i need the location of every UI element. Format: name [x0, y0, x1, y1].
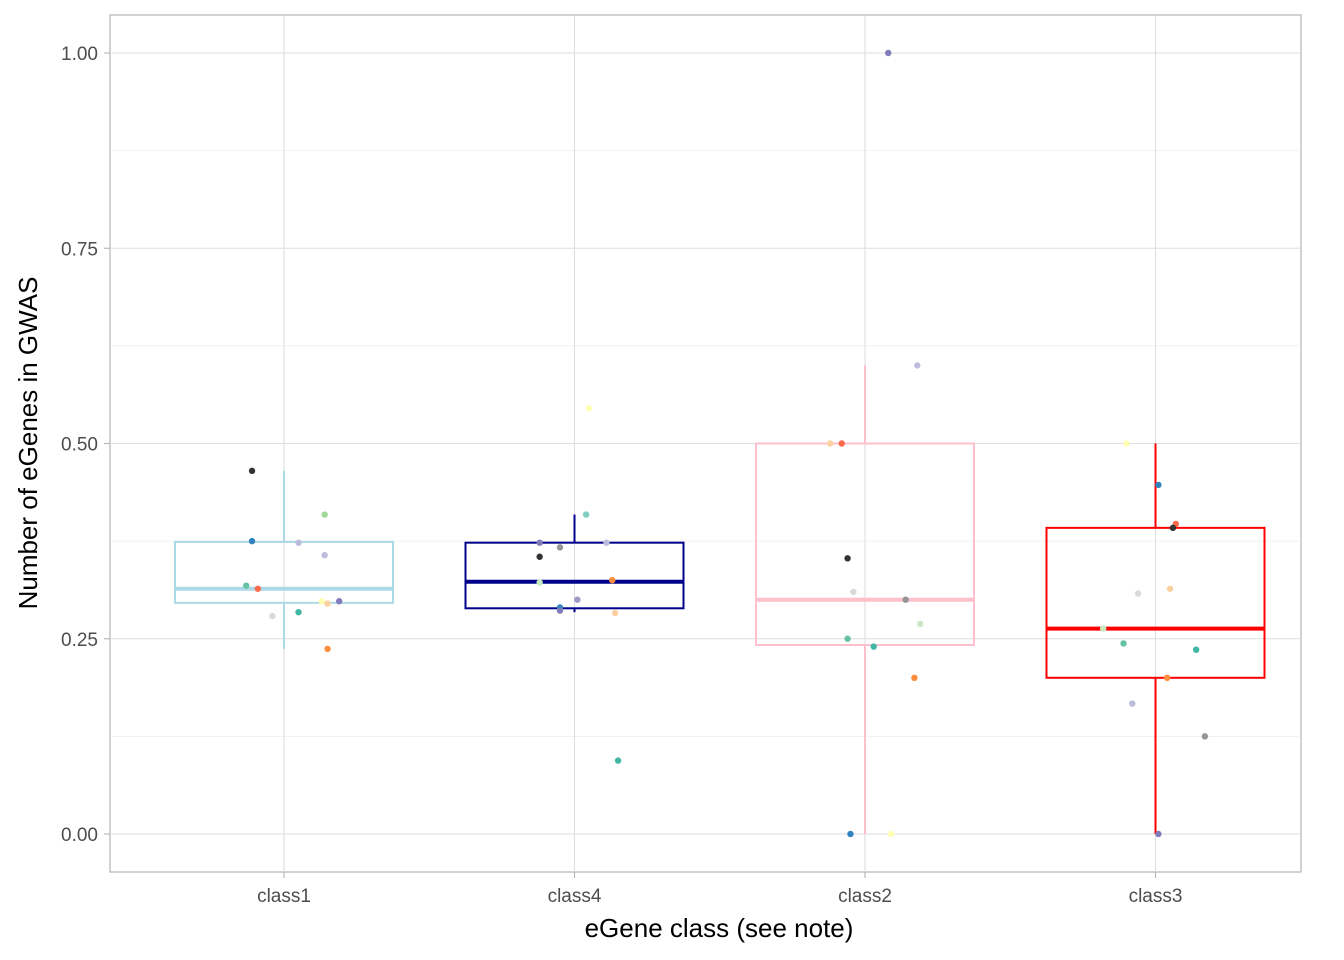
data-point-class2: [885, 49, 892, 57]
data-point-class1: [324, 600, 331, 607]
y-tick-label: 0.00: [61, 825, 98, 846]
data-point-class1: [321, 511, 328, 518]
y-tick-label: 1.00: [61, 44, 98, 65]
data-point-class3: [1201, 733, 1209, 740]
data-point-class4: [536, 539, 543, 546]
x-tick-label: class3: [1129, 886, 1183, 907]
data-point-class1: [335, 598, 343, 605]
point-layer: [243, 49, 1209, 838]
data-point-class2: [844, 635, 851, 642]
data-point-class2: [847, 830, 854, 838]
data-point-class4: [536, 553, 543, 560]
x-tick-label: class4: [548, 886, 602, 907]
box-class2: [755, 365, 975, 834]
data-point-class2: [916, 620, 924, 628]
y-tick-label: 0.75: [61, 239, 98, 260]
y-tick-label: 0.25: [61, 630, 98, 651]
data-point-class3: [1134, 590, 1142, 597]
data-point-class2: [911, 674, 918, 681]
data-point-class1: [248, 467, 256, 475]
data-point-class3: [1163, 674, 1171, 681]
data-point-class3: [1155, 481, 1162, 489]
data-point-class4: [614, 757, 622, 764]
box-class3: [1045, 443, 1266, 834]
data-point-class3: [1155, 830, 1162, 838]
data-point-class4: [556, 607, 564, 614]
x-axis-title: eGene class (see note): [585, 913, 854, 943]
data-point-class3: [1120, 640, 1127, 647]
data-point-class3: [1129, 700, 1136, 707]
data-point-class2: [870, 643, 877, 650]
data-point-class2: [887, 830, 895, 838]
data-point-class1: [269, 612, 276, 620]
data-point-class1: [295, 608, 302, 616]
data-point-class3: [1123, 440, 1130, 447]
data-point-class2: [838, 440, 845, 447]
box-iqr: [174, 540, 394, 604]
data-point-class4: [536, 579, 543, 586]
box-iqr: [755, 442, 975, 646]
data-point-class1: [295, 539, 302, 546]
y-axis-ticks: 0.00 0.25 0.50 0.75 1.00: [61, 44, 110, 846]
data-point-class2: [850, 588, 857, 596]
data-point-class4: [585, 405, 593, 412]
data-point-class1: [248, 537, 256, 545]
data-point-class3: [1100, 625, 1107, 632]
data-point-class4: [582, 511, 590, 518]
data-point-class3: [1166, 585, 1174, 592]
data-point-class4: [556, 544, 564, 551]
box-class1: [174, 470, 394, 649]
data-point-class2: [914, 362, 921, 369]
data-point-class2: [902, 596, 909, 603]
data-point-class1: [243, 582, 250, 589]
data-point-class1: [321, 551, 328, 559]
box-iqr: [1045, 526, 1266, 679]
box-layer: [174, 365, 1266, 834]
y-tick-label: 0.50: [61, 435, 98, 456]
x-tick-label: class1: [257, 886, 311, 907]
data-point-class4: [611, 609, 619, 617]
data-point-class1: [318, 598, 325, 605]
data-point-class4: [609, 576, 616, 584]
data-point-class1: [254, 585, 262, 592]
data-point-class4: [574, 596, 581, 603]
box-iqr: [464, 541, 685, 610]
data-point-class1: [324, 645, 331, 653]
data-point-class3: [1192, 646, 1200, 653]
data-point-class4: [603, 539, 610, 546]
x-axis-ticks: class1 class4 class2 class3: [257, 872, 1182, 907]
data-point-class2: [844, 555, 851, 562]
y-axis-title: Number of eGenes in GWAS: [13, 277, 43, 610]
data-point-class3: [1169, 524, 1177, 532]
data-point-class2: [826, 440, 834, 447]
x-tick-label: class2: [838, 886, 892, 907]
box-class4: [464, 514, 685, 613]
